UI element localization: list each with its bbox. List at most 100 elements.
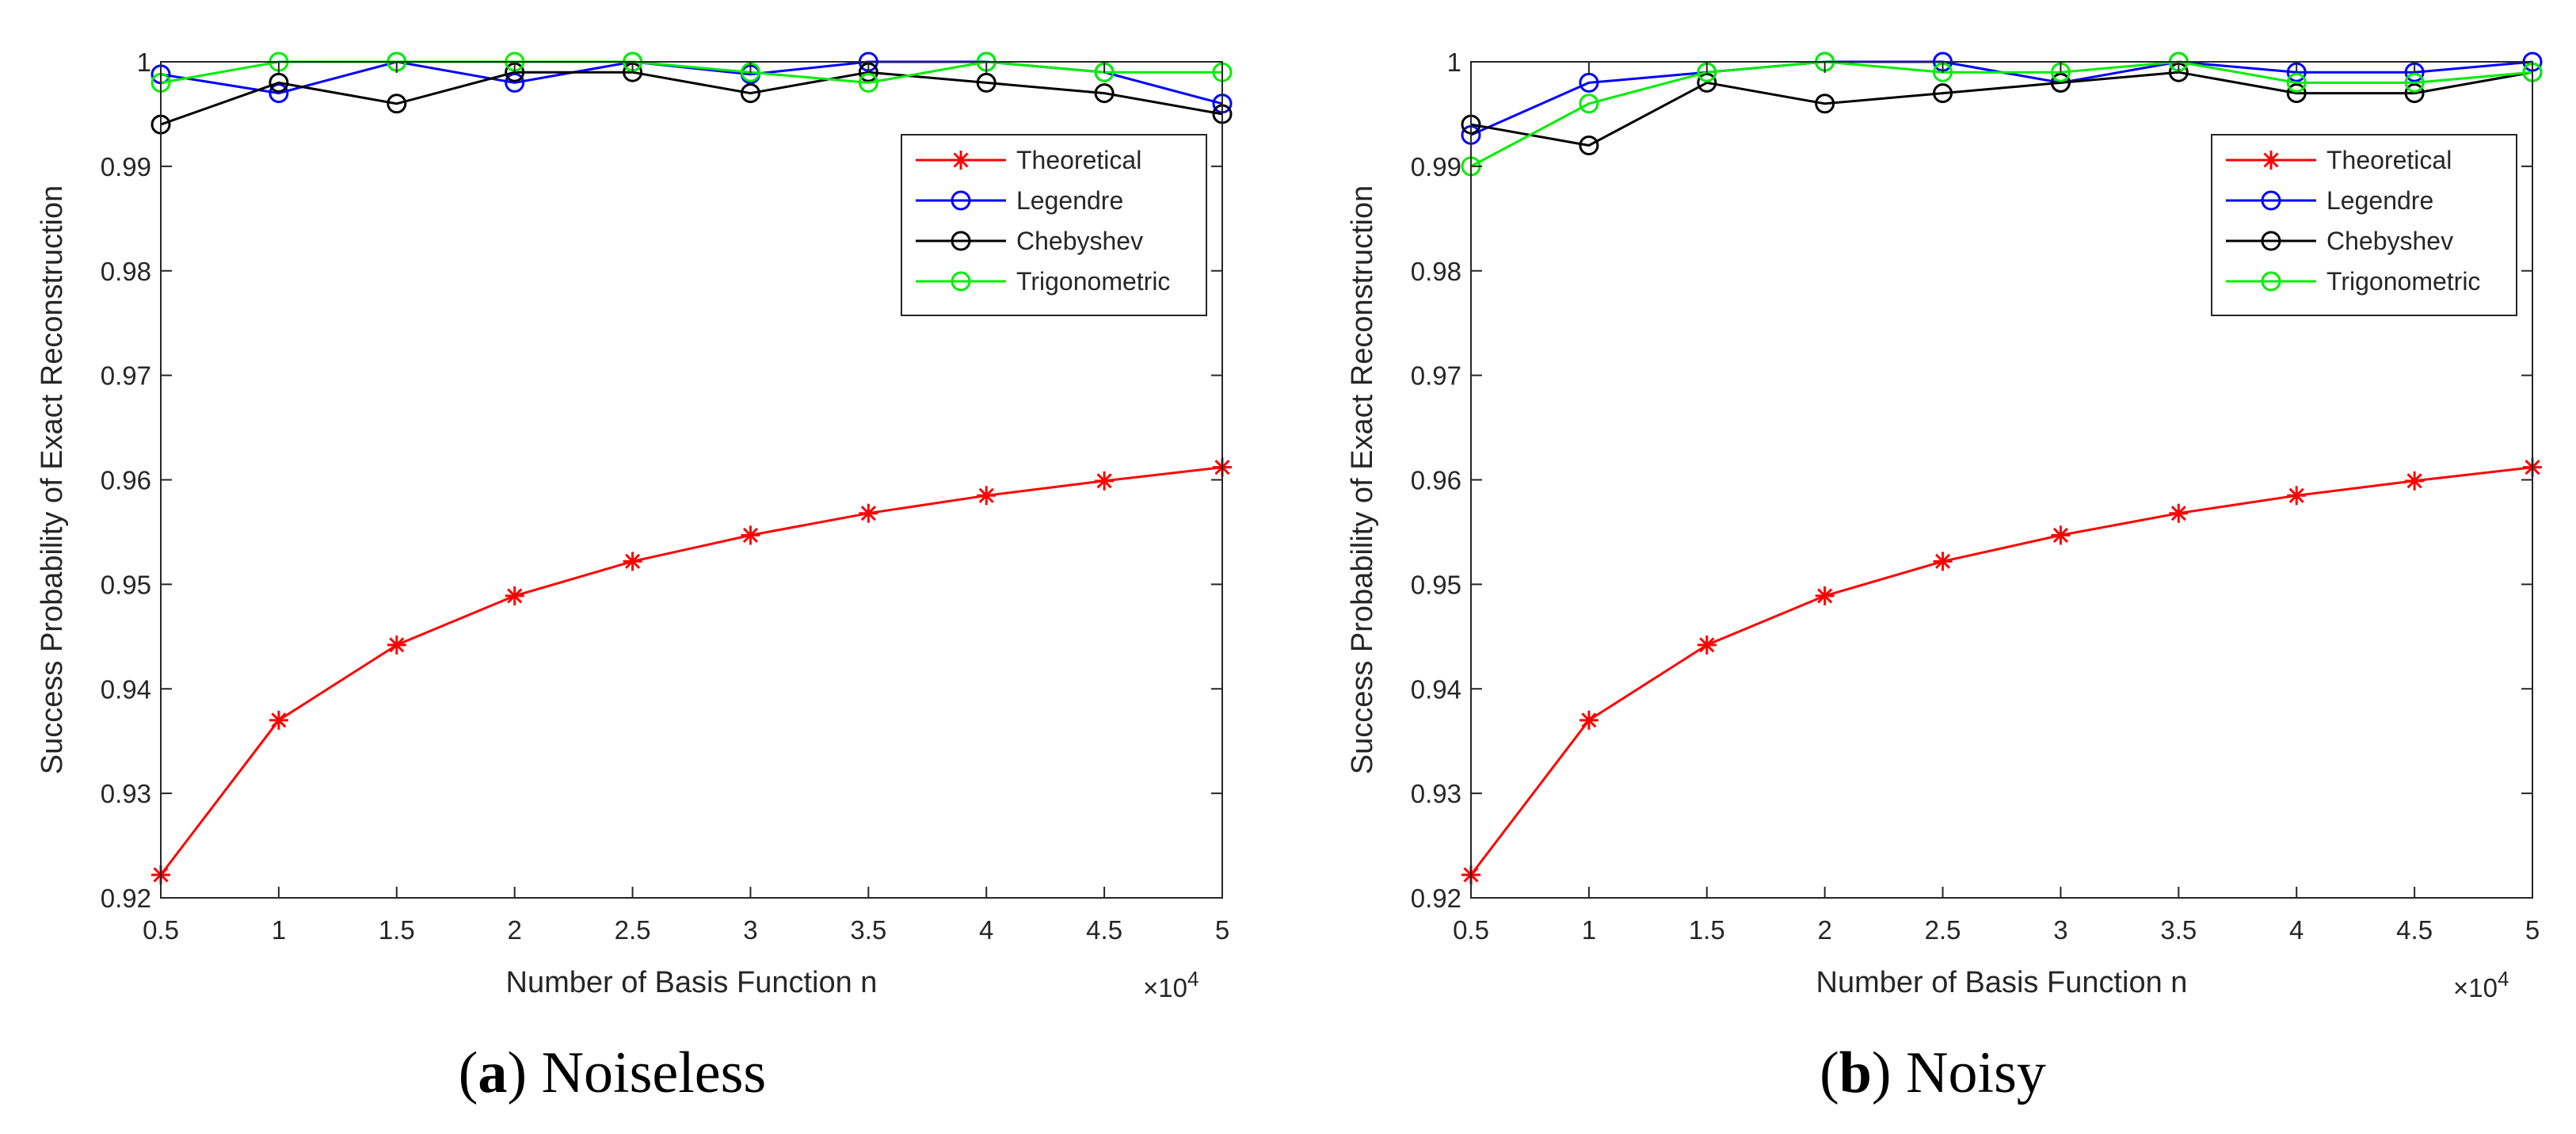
- x-tick-label: 2.5: [1925, 915, 1961, 945]
- star-stroke: [507, 588, 523, 604]
- data-point-theoretical: [2169, 503, 2189, 523]
- data-point-legendre: [269, 83, 289, 104]
- star-stroke: [2288, 487, 2304, 503]
- legend-item-chebyshev: Chebyshev: [916, 227, 1143, 255]
- caption-text: Noisy: [1892, 1040, 2046, 1105]
- legend-item-theoretical: Theoretical: [2226, 146, 2452, 174]
- caption-open-paren: (: [459, 1040, 478, 1105]
- star-stroke: [860, 506, 876, 521]
- data-point-chebyshev: [269, 72, 289, 93]
- legend-marker: [2261, 190, 2281, 211]
- caption-close-paren: ): [1872, 1040, 1892, 1105]
- data-point-chebyshev: [1933, 83, 1953, 104]
- x-exponent-base: ×10: [1143, 973, 1187, 1002]
- series-theoretical: [1461, 457, 2542, 884]
- legend-item-trigonometric: Trigonometric: [916, 267, 1170, 296]
- data-point-chebyshev: [740, 83, 760, 104]
- x-axis-label: Number of Basis Function n: [1816, 966, 2188, 999]
- star-stroke: [742, 527, 759, 543]
- legend-label: Legendre: [2326, 186, 2433, 215]
- series-line-chebyshev: [160, 71, 1223, 126]
- data-point-chebyshev: [976, 72, 996, 93]
- data-point-trigonometric: [2286, 72, 2307, 93]
- data-point-theoretical: [387, 635, 406, 655]
- data-point-chebyshev: [1094, 83, 1115, 104]
- data-point-chebyshev: [2404, 83, 2425, 104]
- y-tick-label: 1: [1447, 48, 1461, 77]
- data-point-trigonometric: [858, 72, 878, 93]
- chart-panel-a: 0.5 1 1.5 2 2.5 3 3.5 4 4.5 5 0.92 0.93 0.94 0.95 0.96…: [36, 48, 1233, 1105]
- caption-open-paren: (: [1820, 1040, 1839, 1105]
- data-point-chebyshev: [1815, 94, 1835, 114]
- y-tick-label: 0.98: [1411, 257, 1461, 286]
- y-tick-label: 0.96: [1411, 466, 1461, 495]
- star-stroke: [2263, 152, 2279, 168]
- star-stroke: [978, 487, 994, 503]
- series-line-chebyshev: [1470, 71, 2533, 147]
- data-point-theoretical: [1697, 635, 1717, 655]
- legend-label: Chebyshev: [2326, 227, 2453, 255]
- y-tick-label: 0.93: [1411, 779, 1461, 808]
- x-tick-label: 1: [1582, 915, 1596, 945]
- legend-label: Trigonometric: [2326, 267, 2480, 296]
- star-stroke: [1934, 553, 1951, 569]
- legend-item-trigonometric: Trigonometric: [2226, 267, 2480, 296]
- legend-item-chebyshev: Chebyshev: [2226, 227, 2453, 255]
- legend-label: Trigonometric: [1016, 267, 1170, 296]
- y-tick-label: 0.92: [1411, 884, 1461, 913]
- y-tick-label: 0.96: [101, 466, 151, 495]
- star-stroke: [389, 637, 405, 653]
- x-tick-label: 1: [272, 915, 286, 945]
- star-stroke: [1581, 712, 1597, 728]
- data-point-chebyshev: [2286, 83, 2307, 104]
- x-tick-label: 5: [1215, 915, 1229, 945]
- x-tick-label: 4.5: [1086, 915, 1122, 945]
- y-tick-label: 0.92: [101, 884, 151, 913]
- star-stroke: [2052, 527, 2069, 543]
- x-tick-label: 1.5: [1689, 915, 1725, 945]
- x-exponent-power: 4: [1187, 967, 1198, 991]
- x-tick-label: 0.5: [1453, 915, 1489, 945]
- star-stroke: [2406, 473, 2422, 489]
- data-point-trigonometric: [1579, 94, 1599, 114]
- chart-panel-b: 0.5 1 1.5 2 2.5 3 3.5 4 4.5 5 0.92 0.93 0.94 0.95 0.96…: [1346, 48, 2543, 1105]
- data-point-chebyshev: [1697, 72, 1717, 93]
- star-stroke: [1817, 588, 1833, 604]
- x-axis-label: Number of Basis Function n: [506, 966, 878, 999]
- caption-text: Noiseless: [527, 1040, 766, 1105]
- legend: Theoretical Legendre Chebyshev Trigonometri…: [901, 134, 1207, 316]
- figure-caption: (b) Noisy: [1820, 1040, 2046, 1105]
- y-tick-label: 0.94: [101, 674, 151, 704]
- y-tick-label: 0.95: [101, 570, 151, 599]
- legend-marker: [2261, 271, 2281, 292]
- x-tick-label: 2: [507, 915, 521, 945]
- data-point-theoretical: [1579, 710, 1599, 730]
- x-tick-label: 3.5: [850, 915, 886, 945]
- series-line-trigonometric: [1470, 60, 2533, 168]
- legend-label: Chebyshev: [1016, 227, 1143, 255]
- y-axis-label: Success Probability of Exact Reconstruct…: [1346, 185, 1379, 774]
- legend-item-legendre: Legendre: [916, 186, 1123, 215]
- x-exponent-label: ×104: [2453, 967, 2509, 1002]
- y-tick-label: 0.97: [1411, 361, 1461, 391]
- x-exponent-label: ×104: [1143, 967, 1198, 1002]
- figure-caption: (a) Noiseless: [459, 1040, 766, 1105]
- data-point-chebyshev: [387, 94, 407, 114]
- data-point-theoretical: [859, 503, 878, 523]
- legend-label: Theoretical: [1016, 146, 1141, 174]
- data-point-theoretical: [2405, 471, 2425, 491]
- data-point-theoretical: [623, 552, 642, 571]
- x-exponent-base: ×10: [2453, 973, 2498, 1002]
- series-line-theoretical: [1469, 466, 2533, 876]
- legend-marker: [2262, 151, 2281, 170]
- data-point-theoretical: [2287, 486, 2307, 506]
- x-tick-label: 4: [979, 915, 993, 945]
- legend-marker: [951, 190, 971, 211]
- x-tick-label: 2: [1817, 915, 1831, 945]
- data-point-chebyshev: [2050, 72, 2071, 93]
- caption-letter: b: [1839, 1040, 1872, 1105]
- star-stroke: [2170, 506, 2186, 521]
- caption-letter: a: [478, 1040, 507, 1105]
- x-tick-label: 3.5: [2160, 915, 2197, 945]
